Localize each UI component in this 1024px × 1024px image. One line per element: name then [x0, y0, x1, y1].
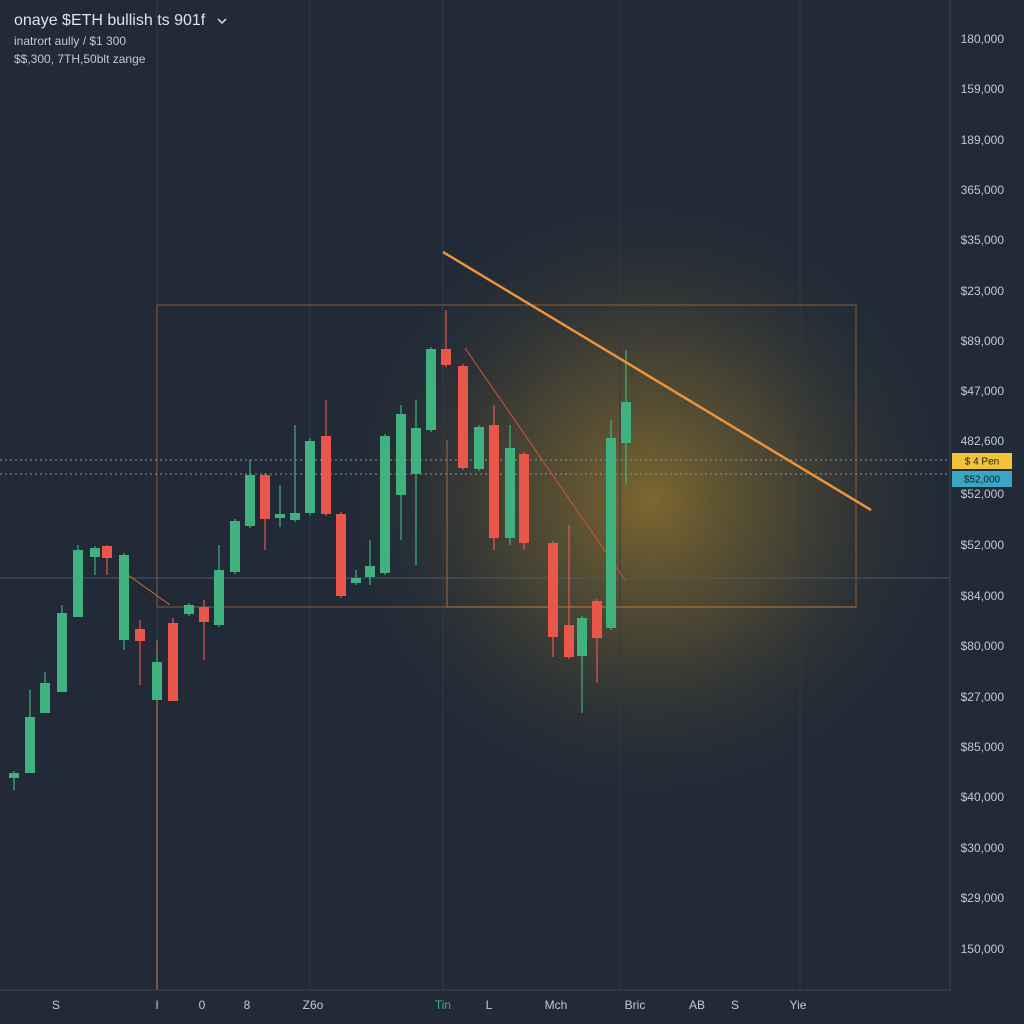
candle-body: [90, 548, 100, 557]
candles: [9, 310, 631, 790]
candle-body: [290, 513, 300, 520]
candle-body: [152, 662, 162, 700]
candle-body: [505, 448, 515, 538]
time-label: Bric: [625, 998, 646, 1012]
price-label: 365,000: [961, 183, 1005, 197]
candle-body: [458, 366, 468, 468]
price-label: 180,000: [961, 32, 1005, 46]
price-label: 482,600: [961, 434, 1005, 448]
time-label: 0: [199, 998, 206, 1012]
candle-body: [57, 613, 67, 692]
candle-body: [275, 514, 285, 518]
price-tag-label: $52,000: [964, 475, 1001, 486]
candle-body: [230, 521, 240, 572]
time-label: 8: [244, 998, 251, 1012]
candle-body: [305, 441, 315, 513]
info-line: inatrort aully / $1 300: [14, 34, 126, 48]
candle-body: [474, 427, 484, 469]
candle-body: [365, 566, 375, 577]
candle-body: [351, 578, 361, 583]
candle-body: [245, 475, 255, 526]
candle-body: [577, 618, 587, 656]
price-label: $23,000: [961, 284, 1005, 298]
price-label: $27,000: [961, 690, 1005, 704]
inner-box: [446, 440, 856, 608]
trend-line: [464, 347, 626, 581]
price-label: 150,000: [961, 942, 1005, 956]
time-label: L: [486, 998, 493, 1012]
candle-body: [168, 623, 178, 701]
candle-body: [380, 436, 390, 573]
candle-body: [396, 414, 406, 495]
price-label: 189,000: [961, 133, 1005, 147]
candle-body: [564, 625, 574, 657]
candle-body: [119, 555, 129, 640]
candle-body: [40, 683, 50, 713]
candle-body: [621, 402, 631, 443]
candle-body: [102, 546, 112, 558]
candle-body: [199, 607, 209, 622]
candle-body: [592, 601, 602, 638]
time-label: Mch: [545, 998, 568, 1012]
price-label: $35,000: [961, 233, 1005, 247]
price-label: $52,000: [961, 538, 1005, 552]
candle-body: [73, 550, 83, 617]
candle-body: [260, 475, 270, 519]
candle-body: [548, 543, 558, 637]
price-label: $29,000: [961, 891, 1005, 905]
price-label: $80,000: [961, 639, 1005, 653]
title: onaye $ETH bullish ts 901f: [14, 12, 206, 29]
candle-body: [184, 605, 194, 614]
trend-line: [127, 574, 171, 606]
time-label: Tin: [435, 998, 451, 1012]
time-label: AB: [689, 998, 705, 1012]
dropdown-chevron[interactable]: [217, 18, 227, 25]
candle-body: [135, 629, 145, 641]
candle-body: [411, 428, 421, 474]
price-label: 159,000: [961, 82, 1005, 96]
price-label: $30,000: [961, 841, 1005, 855]
candle-body: [214, 570, 224, 625]
candle-body: [489, 425, 499, 538]
trend-line: [442, 250, 872, 512]
time-label: Yie: [790, 998, 807, 1012]
price-label: $84,000: [961, 589, 1005, 603]
candle-body: [426, 349, 436, 430]
price-tag-label: $ 4 Pen: [965, 457, 999, 468]
time-label: I: [155, 998, 158, 1012]
candle-body: [25, 717, 35, 773]
price-tag: [952, 453, 1012, 469]
price-label: $47,000: [961, 384, 1005, 398]
info-line: $$,300, 7TH,50blt zange: [14, 52, 146, 66]
time-label: S: [52, 998, 60, 1012]
candle-body: [606, 438, 616, 628]
price-label: $85,000: [961, 740, 1005, 754]
price-label: $89,000: [961, 334, 1005, 348]
time-label: S: [731, 998, 739, 1012]
time-label: Z6o: [303, 998, 324, 1012]
candle-body: [441, 349, 451, 365]
price-label: $52,000: [961, 487, 1005, 501]
price-tag: [952, 471, 1012, 487]
candle-body: [519, 454, 529, 543]
price-label: $40,000: [961, 790, 1005, 804]
candle-body: [9, 773, 19, 778]
candle-body: [321, 436, 331, 514]
candle-body: [336, 514, 346, 596]
